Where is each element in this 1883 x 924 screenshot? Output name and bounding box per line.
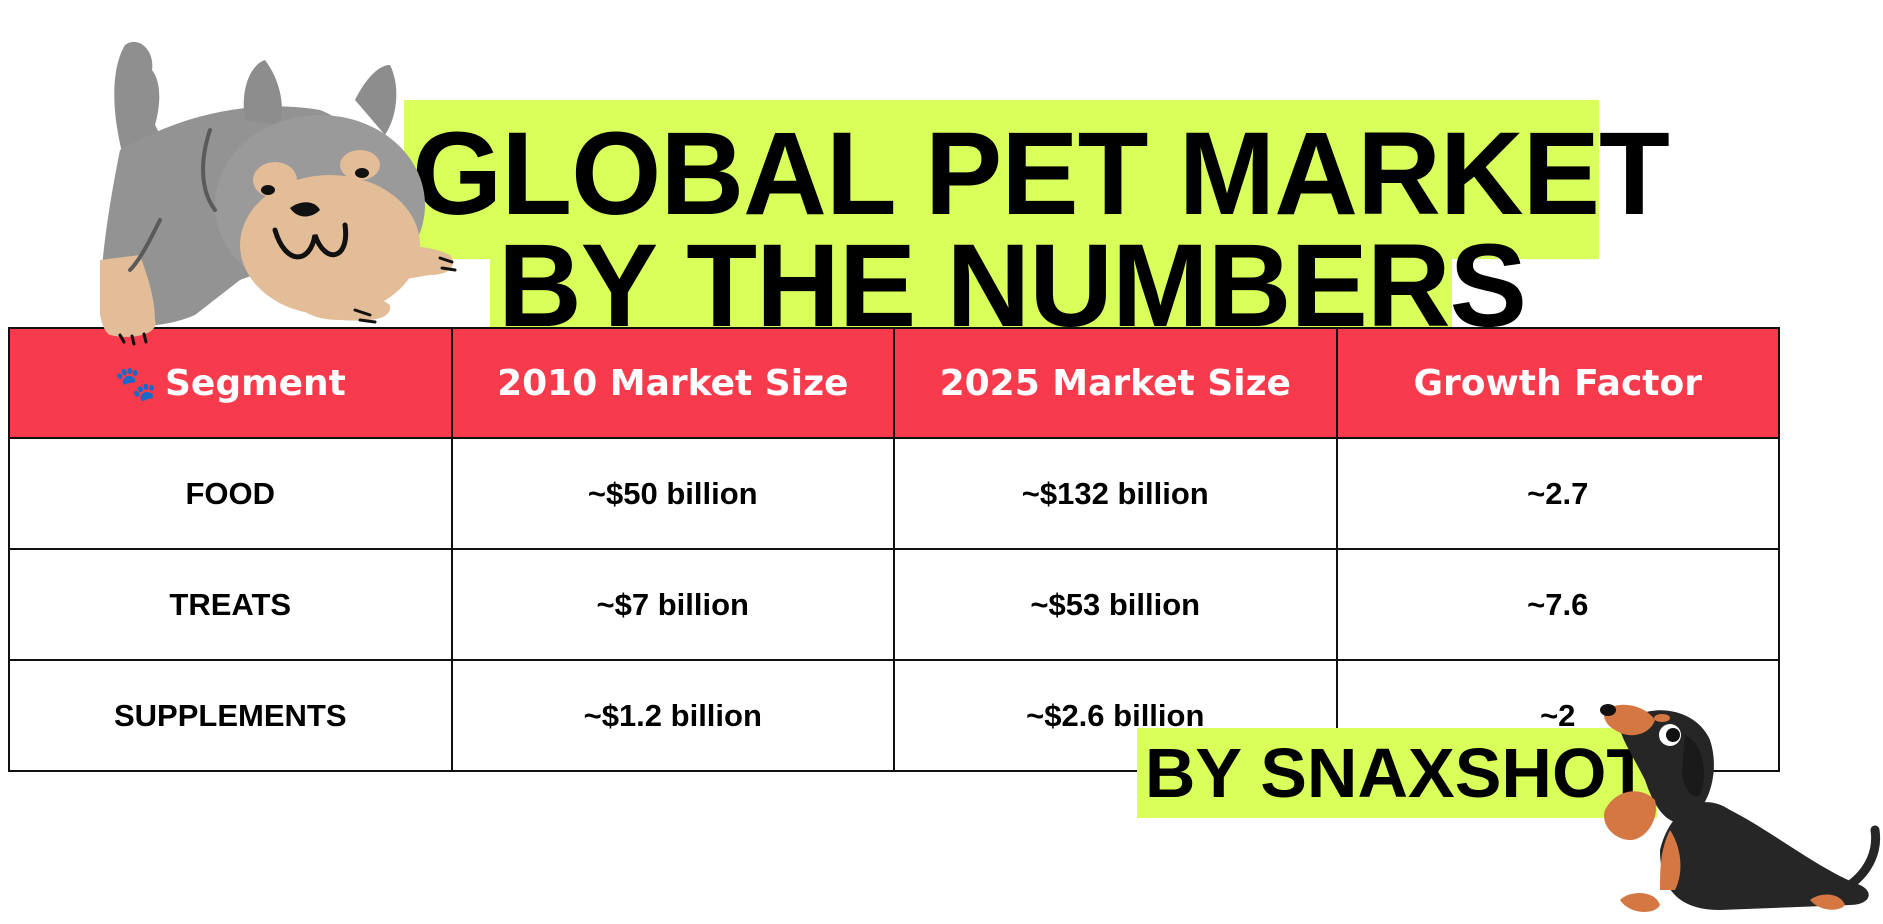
cell-2010: ~$7 billion [450, 548, 895, 661]
cell-growth: ~2.7 [1335, 437, 1780, 550]
header-2025: 2025 Market Size [893, 327, 1338, 439]
title-line-2: BY THE NUMBERS [490, 226, 1527, 344]
header-segment-label: Segment [164, 362, 346, 404]
cell-2010: ~$50 billion [450, 437, 895, 550]
header-growth: Growth Factor [1335, 327, 1780, 439]
cell-segment: SUPPLEMENTS [8, 659, 453, 772]
header-segment: 🐾 Segment [8, 327, 453, 439]
cell-2010: ~$1.2 billion [450, 659, 895, 772]
cell-segment: TREATS [8, 548, 453, 661]
header-2010: 2010 Market Size [450, 327, 895, 439]
cell-growth: ~7.6 [1335, 548, 1780, 661]
page-title: GLOBAL PET MARKET BY THE NUMBERS [404, 100, 1670, 344]
cell-2025: ~$53 billion [893, 548, 1338, 661]
paw-icon: 🐾 [114, 363, 157, 404]
table-row: FOOD ~$50 billion ~$132 billion ~2.7 [8, 437, 1780, 550]
cell-2025: ~$132 billion [893, 437, 1338, 550]
title-line-1-text: GLOBAL PET MARKET [412, 107, 1670, 240]
market-table: 🐾 Segment 2010 Market Size 2025 Market Si… [8, 327, 1780, 772]
cell-segment: FOOD [8, 437, 453, 550]
byline: BY SNAXSHOT [1137, 728, 1657, 818]
table-header-row: 🐾 Segment 2010 Market Size 2025 Market Si… [8, 327, 1780, 439]
title-line-2-text: BY THE NUMBERS [498, 218, 1527, 352]
table-row: TREATS ~$7 billion ~$53 billion ~7.6 [8, 548, 1780, 661]
yorkie-dog-illustration [100, 41, 457, 346]
dachshund-dog-illustration [1600, 704, 1881, 912]
